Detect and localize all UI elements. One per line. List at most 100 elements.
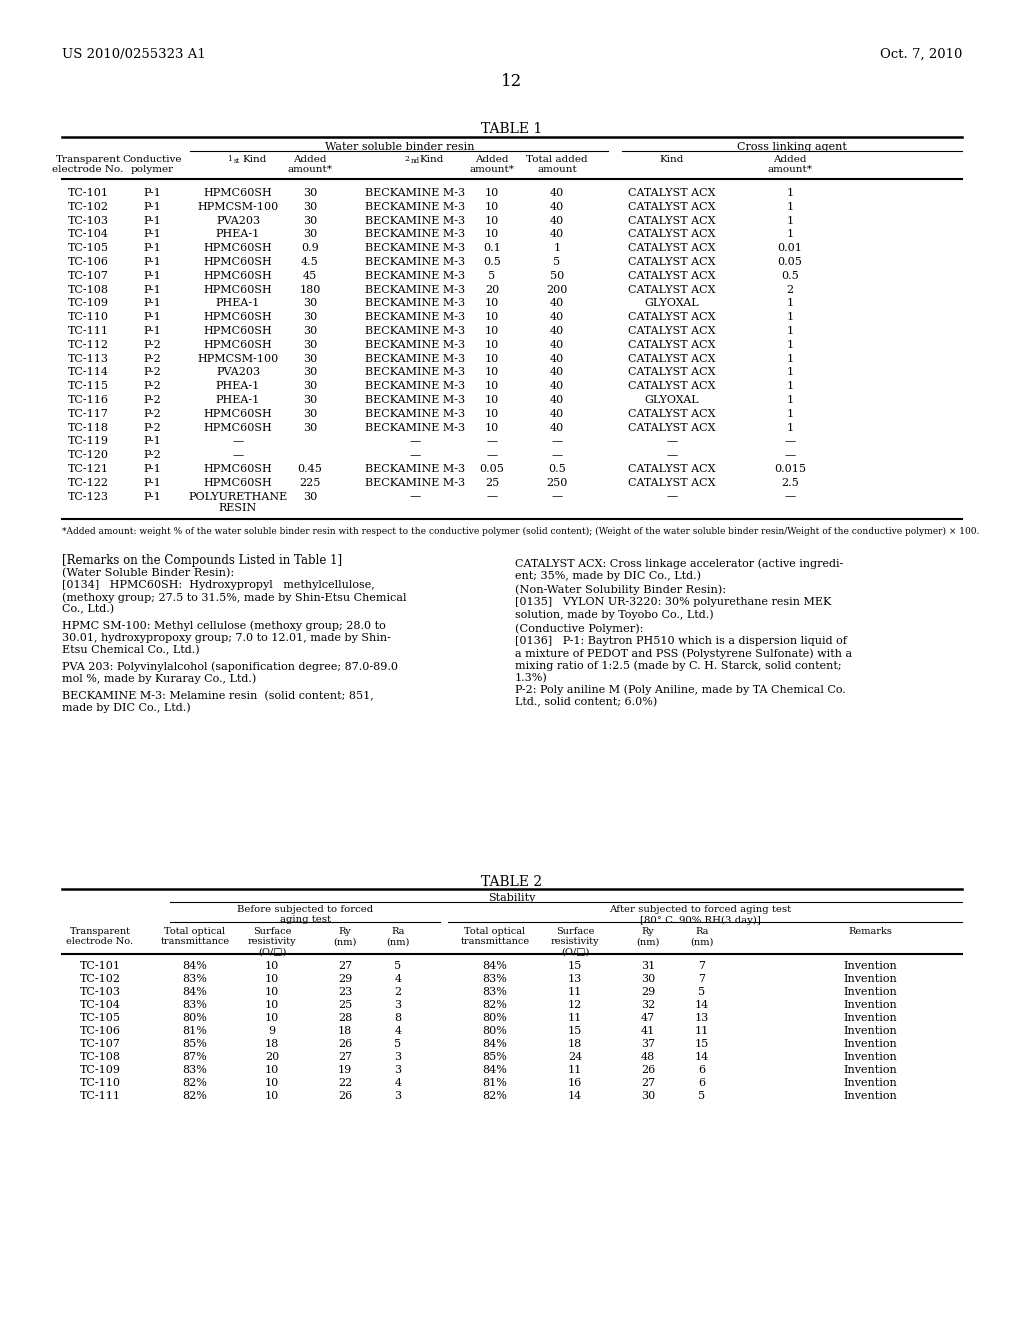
Text: TABLE 2: TABLE 2 xyxy=(481,875,543,888)
Text: 87%: 87% xyxy=(182,1052,208,1063)
Text: 10: 10 xyxy=(485,215,499,226)
Text: BECKAMINE M-3: BECKAMINE M-3 xyxy=(365,230,465,239)
Text: 18: 18 xyxy=(265,1039,280,1049)
Text: Invention: Invention xyxy=(843,1078,897,1088)
Text: Invention: Invention xyxy=(843,1092,897,1101)
Text: 82%: 82% xyxy=(482,1092,508,1101)
Text: CATALYST ACX: CATALYST ACX xyxy=(629,257,716,267)
Text: 83%: 83% xyxy=(182,974,208,983)
Text: TC-119: TC-119 xyxy=(68,437,109,446)
Text: 82%: 82% xyxy=(482,1001,508,1010)
Text: Total added
amount: Total added amount xyxy=(526,154,588,174)
Text: TABLE 1: TABLE 1 xyxy=(481,121,543,136)
Text: BECKAMINE M-3: Melamine resin  (solid content; 851,
made by DIC Co., Ltd.): BECKAMINE M-3: Melamine resin (solid con… xyxy=(62,690,374,713)
Text: TC-106: TC-106 xyxy=(68,257,109,267)
Text: 26: 26 xyxy=(338,1039,352,1049)
Text: 14: 14 xyxy=(695,1052,710,1063)
Text: 1: 1 xyxy=(786,339,794,350)
Text: 82%: 82% xyxy=(182,1078,208,1088)
Text: TC-104: TC-104 xyxy=(68,230,109,239)
Text: 1: 1 xyxy=(553,243,560,253)
Text: 10: 10 xyxy=(485,339,499,350)
Text: 84%: 84% xyxy=(182,987,208,997)
Text: 29: 29 xyxy=(338,974,352,983)
Text: 15: 15 xyxy=(568,961,582,972)
Text: 1: 1 xyxy=(786,409,794,418)
Text: 5: 5 xyxy=(698,1092,706,1101)
Text: TC-114: TC-114 xyxy=(68,367,109,378)
Text: 40: 40 xyxy=(550,339,564,350)
Text: 10: 10 xyxy=(485,422,499,433)
Text: 1: 1 xyxy=(786,354,794,363)
Text: —: — xyxy=(486,437,498,446)
Text: BECKAMINE M-3: BECKAMINE M-3 xyxy=(365,243,465,253)
Text: 14: 14 xyxy=(695,1001,710,1010)
Text: Kind: Kind xyxy=(419,154,443,164)
Text: 7: 7 xyxy=(698,974,706,983)
Text: P-1: P-1 xyxy=(143,285,161,294)
Text: 250: 250 xyxy=(547,478,567,488)
Text: BECKAMINE M-3: BECKAMINE M-3 xyxy=(365,478,465,488)
Text: —: — xyxy=(784,450,796,461)
Text: HPMC60SH: HPMC60SH xyxy=(204,187,272,198)
Text: 1: 1 xyxy=(786,422,794,433)
Text: 30: 30 xyxy=(641,974,655,983)
Text: 45: 45 xyxy=(303,271,317,281)
Text: Invention: Invention xyxy=(843,1026,897,1036)
Text: 83%: 83% xyxy=(182,1001,208,1010)
Text: BECKAMINE M-3: BECKAMINE M-3 xyxy=(365,271,465,281)
Text: TC-123: TC-123 xyxy=(68,491,109,502)
Text: 30: 30 xyxy=(303,491,317,502)
Text: CATALYST ACX: CATALYST ACX xyxy=(629,326,716,337)
Text: 30: 30 xyxy=(303,354,317,363)
Text: —: — xyxy=(552,491,562,502)
Text: CATALYST ACX: CATALYST ACX xyxy=(629,478,716,488)
Text: TC-102: TC-102 xyxy=(68,202,109,211)
Text: 0.5: 0.5 xyxy=(781,271,799,281)
Text: TC-111: TC-111 xyxy=(80,1092,121,1101)
Text: 10: 10 xyxy=(265,1065,280,1074)
Text: *Added amount: weight % of the water soluble binder resin with respect to the co: *Added amount: weight % of the water sol… xyxy=(62,527,979,536)
Text: BECKAMINE M-3: BECKAMINE M-3 xyxy=(365,285,465,294)
Text: 10: 10 xyxy=(265,974,280,983)
Text: TC-106: TC-106 xyxy=(80,1026,121,1036)
Text: 14: 14 xyxy=(568,1092,582,1101)
Text: 40: 40 xyxy=(550,381,564,391)
Text: P-2: P-2 xyxy=(143,354,161,363)
Text: TC-122: TC-122 xyxy=(68,478,109,488)
Text: 2: 2 xyxy=(394,987,401,997)
Text: 9: 9 xyxy=(268,1026,275,1036)
Text: CATALYST ACX: CATALYST ACX xyxy=(629,381,716,391)
Text: 10: 10 xyxy=(485,230,499,239)
Text: 40: 40 xyxy=(550,215,564,226)
Text: P-2: P-2 xyxy=(143,367,161,378)
Text: [0134]   HPMC60SH:  Hydroxypropyl   methylcellulose,
(methoxy group; 27.5 to 31.: [0134] HPMC60SH: Hydroxypropyl methylcel… xyxy=(62,581,407,615)
Text: TC-109: TC-109 xyxy=(68,298,109,309)
Text: 40: 40 xyxy=(550,187,564,198)
Text: HPMC60SH: HPMC60SH xyxy=(204,285,272,294)
Text: US 2010/0255323 A1: US 2010/0255323 A1 xyxy=(62,48,206,61)
Text: HPMC60SH: HPMC60SH xyxy=(204,465,272,474)
Text: 1: 1 xyxy=(786,313,794,322)
Text: [Remarks on the Compounds Listed in Table 1]: [Remarks on the Compounds Listed in Tabl… xyxy=(62,554,342,568)
Text: 40: 40 xyxy=(550,354,564,363)
Text: 40: 40 xyxy=(550,395,564,405)
Text: 30: 30 xyxy=(303,215,317,226)
Text: 30: 30 xyxy=(303,395,317,405)
Text: —: — xyxy=(486,450,498,461)
Text: 29: 29 xyxy=(641,987,655,997)
Text: PHEA-1: PHEA-1 xyxy=(216,395,260,405)
Text: 80%: 80% xyxy=(482,1012,508,1023)
Text: P-2: P-2 xyxy=(143,450,161,461)
Text: BECKAMINE M-3: BECKAMINE M-3 xyxy=(365,339,465,350)
Text: 27: 27 xyxy=(338,961,352,972)
Text: 10: 10 xyxy=(265,1012,280,1023)
Text: BECKAMINE M-3: BECKAMINE M-3 xyxy=(365,381,465,391)
Text: —: — xyxy=(552,450,562,461)
Text: 13: 13 xyxy=(695,1012,710,1023)
Text: 2: 2 xyxy=(786,285,794,294)
Text: HPMC60SH: HPMC60SH xyxy=(204,313,272,322)
Text: BECKAMINE M-3: BECKAMINE M-3 xyxy=(365,367,465,378)
Text: P-2: P-2 xyxy=(143,409,161,418)
Text: HPMC60SH: HPMC60SH xyxy=(204,478,272,488)
